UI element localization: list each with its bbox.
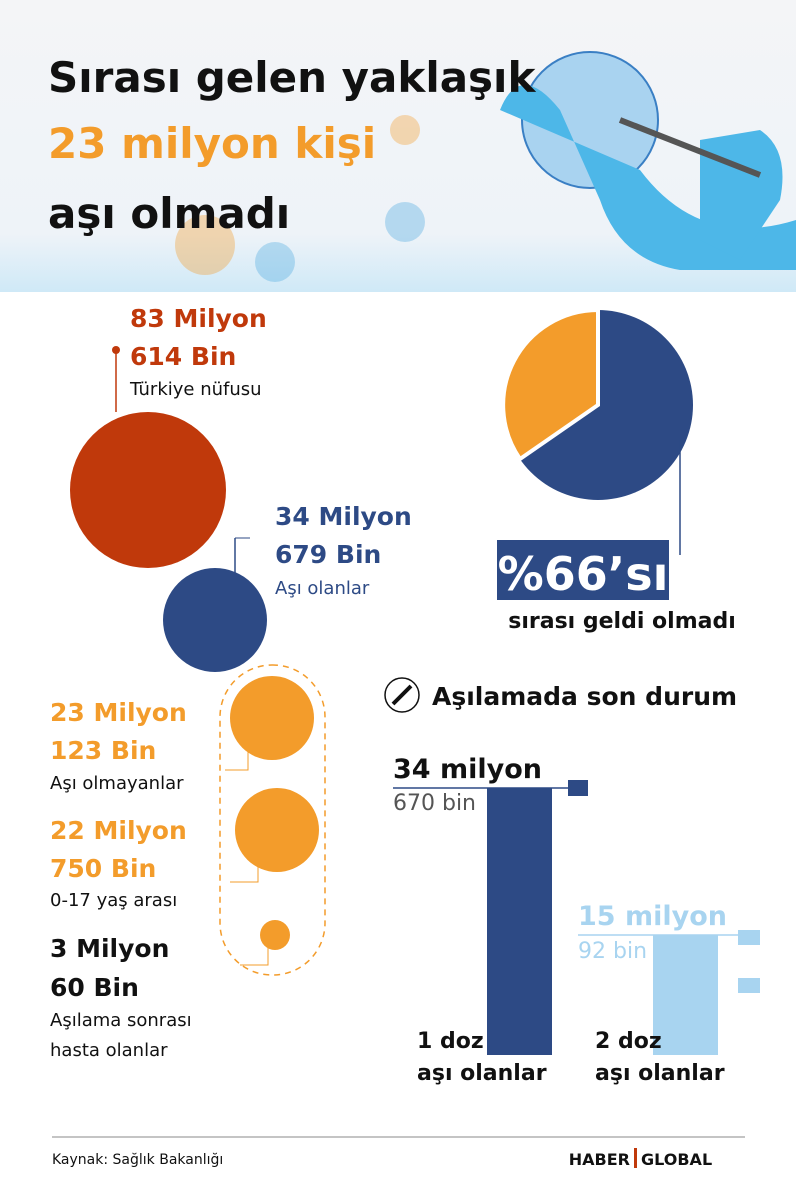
stat-label: Türkiye nüfusu bbox=[129, 379, 262, 400]
vial-icon bbox=[738, 930, 760, 945]
globe-hands bbox=[500, 51, 796, 270]
connector bbox=[225, 745, 249, 771]
unvaccinated-circle bbox=[230, 676, 314, 760]
bar bbox=[487, 788, 552, 1055]
source: Kaynak: Sağlık Bakanlığı bbox=[52, 1152, 223, 1168]
vaccinated-circle bbox=[163, 568, 267, 672]
bar-value: 34 milyon bbox=[393, 754, 542, 785]
title-line: aşı olmadı bbox=[48, 189, 290, 238]
brand-divider bbox=[634, 1148, 637, 1168]
stat-label: hasta olanlar bbox=[50, 1040, 168, 1061]
stat-value: 750 Bin bbox=[50, 854, 156, 883]
stat-value: 614 Bin bbox=[130, 342, 236, 371]
stat-label: Aşı olanlar bbox=[275, 578, 370, 599]
bar-subvalue: 670 bin bbox=[393, 791, 476, 816]
vial-icon bbox=[738, 978, 760, 993]
sick-circle bbox=[260, 920, 290, 950]
connector bbox=[230, 860, 259, 883]
connector-dot bbox=[112, 346, 120, 354]
stat-label: Aşılama sonrası bbox=[50, 1010, 192, 1031]
syringe-icon bbox=[384, 677, 420, 713]
population-circle bbox=[70, 412, 226, 568]
bar-label: aşı olanlar bbox=[595, 1061, 725, 1086]
stat-label: 0-17 yaş arası bbox=[50, 890, 177, 911]
percent: %66’sı bbox=[498, 547, 669, 601]
title-line: Sırası gelen yaklaşık bbox=[48, 53, 536, 102]
brand: HABER bbox=[569, 1150, 630, 1169]
pie-caption: sırası geldi olmadı bbox=[508, 609, 736, 634]
percent-box bbox=[497, 540, 669, 600]
syringe-icon bbox=[391, 684, 413, 706]
vial-icon bbox=[568, 780, 588, 796]
bar-label: aşı olanlar bbox=[417, 1061, 547, 1086]
bar bbox=[653, 935, 718, 1055]
connector bbox=[240, 948, 269, 966]
bar-label: 1 doz bbox=[417, 1029, 484, 1054]
stat-value: 83 Milyon bbox=[130, 304, 267, 333]
section-title: Aşılamada son durum bbox=[432, 682, 737, 711]
stat-value: 60 Bin bbox=[50, 973, 139, 1002]
age-circle bbox=[235, 788, 319, 872]
stat-label: Aşı olmayanlar bbox=[50, 773, 184, 794]
stat-value: 22 Milyon bbox=[50, 816, 187, 845]
bar-label: 2 doz bbox=[595, 1029, 662, 1054]
virus-decor bbox=[175, 115, 425, 282]
brand: GLOBAL bbox=[641, 1150, 712, 1169]
bar-subvalue: 92 bin bbox=[578, 939, 647, 964]
stat-value: 679 Bin bbox=[275, 540, 381, 569]
stat-value: 23 Milyon bbox=[50, 698, 187, 727]
stat-value: 123 Bin bbox=[50, 736, 156, 765]
group-outline bbox=[219, 664, 326, 976]
stat-value: 3 Milyon bbox=[50, 934, 169, 963]
title-line: 23 milyon kişi bbox=[48, 119, 376, 168]
stat-value: 34 Milyon bbox=[275, 502, 412, 531]
bar-value: 15 milyon bbox=[578, 901, 727, 932]
pie-slice bbox=[501, 307, 600, 462]
